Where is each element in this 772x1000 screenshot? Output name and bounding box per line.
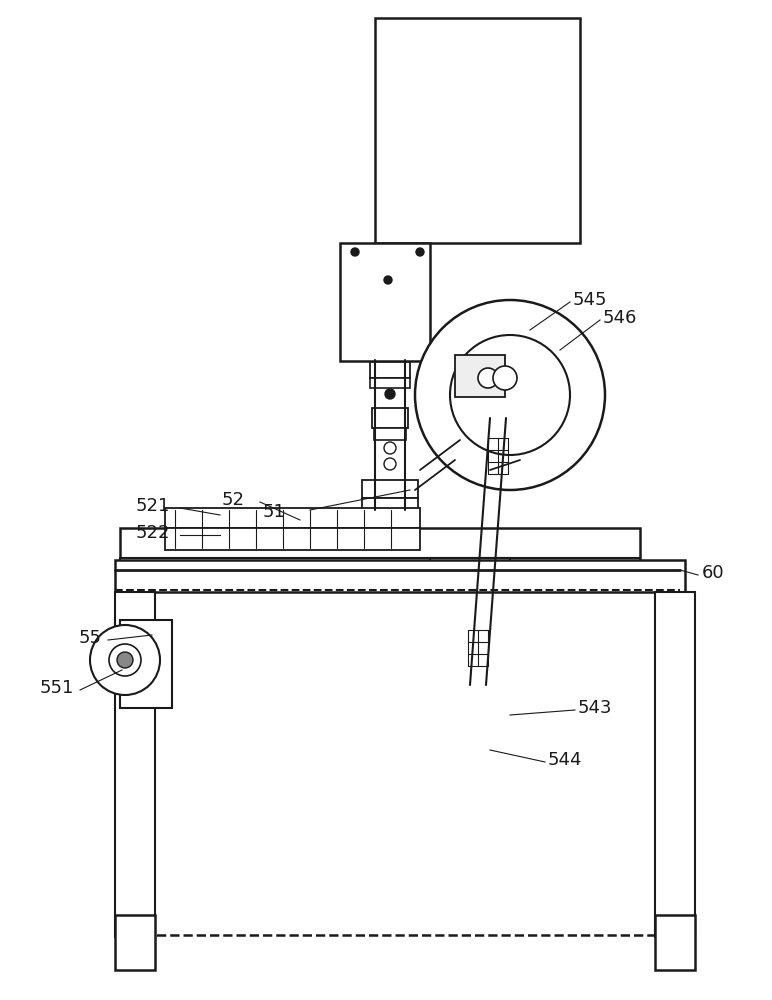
Bar: [130, 590, 665, 935]
Circle shape: [117, 652, 133, 668]
Text: 521: 521: [136, 497, 170, 515]
Circle shape: [460, 745, 470, 755]
Circle shape: [415, 300, 605, 490]
Circle shape: [90, 625, 160, 695]
Circle shape: [425, 675, 535, 785]
Text: 545: 545: [573, 291, 608, 309]
Circle shape: [384, 458, 396, 470]
Bar: [370, 362, 410, 378]
Text: 60: 60: [702, 564, 725, 582]
Circle shape: [450, 335, 570, 455]
Bar: [115, 915, 155, 970]
Circle shape: [498, 371, 512, 385]
Bar: [120, 620, 172, 708]
Text: 546: 546: [603, 309, 638, 327]
Text: 543: 543: [578, 699, 612, 717]
Circle shape: [384, 442, 396, 454]
Bar: [372, 408, 408, 428]
Text: 522: 522: [136, 524, 170, 542]
Bar: [655, 915, 695, 970]
Circle shape: [384, 276, 392, 284]
Bar: [165, 528, 420, 550]
Bar: [378, 512, 402, 526]
Bar: [375, 18, 580, 243]
Text: 55: 55: [79, 629, 102, 647]
Bar: [165, 508, 420, 528]
Bar: [455, 355, 505, 397]
Bar: [340, 243, 430, 361]
Circle shape: [416, 248, 424, 256]
Bar: [120, 528, 640, 558]
Bar: [425, 588, 515, 608]
Circle shape: [385, 389, 395, 399]
Bar: [115, 592, 155, 937]
Bar: [430, 558, 510, 588]
Bar: [115, 560, 685, 592]
Bar: [374, 428, 406, 440]
Text: 551: 551: [39, 679, 74, 697]
Circle shape: [455, 740, 475, 760]
Text: 51: 51: [262, 503, 285, 521]
Circle shape: [493, 366, 517, 390]
Circle shape: [351, 248, 359, 256]
Bar: [655, 592, 695, 937]
Circle shape: [452, 702, 507, 758]
Bar: [362, 480, 418, 498]
Text: 544: 544: [548, 751, 583, 769]
Circle shape: [109, 644, 141, 676]
Bar: [370, 378, 410, 388]
Bar: [362, 498, 418, 512]
Text: 52: 52: [222, 491, 245, 509]
Circle shape: [478, 368, 498, 388]
Bar: [120, 558, 640, 580]
